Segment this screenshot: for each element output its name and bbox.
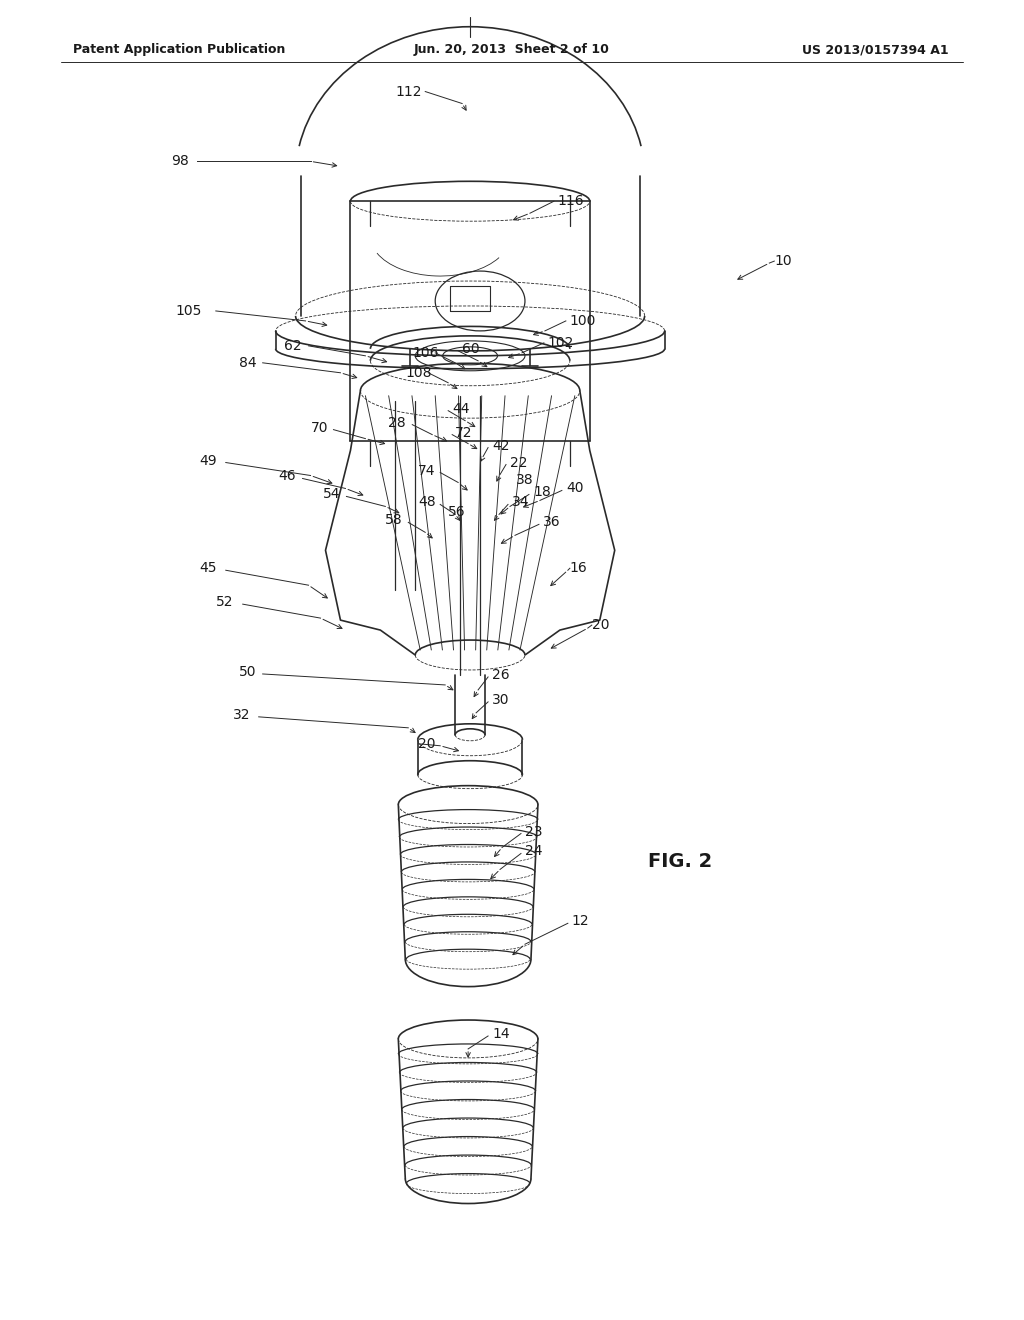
Text: 40: 40 <box>566 482 584 495</box>
Text: 26: 26 <box>493 668 510 682</box>
Text: Patent Application Publication: Patent Application Publication <box>73 44 286 57</box>
Text: Jun. 20, 2013  Sheet 2 of 10: Jun. 20, 2013 Sheet 2 of 10 <box>414 44 610 57</box>
Text: 46: 46 <box>279 470 296 483</box>
Text: 20: 20 <box>418 737 436 751</box>
Text: 50: 50 <box>239 665 256 678</box>
Text: 106: 106 <box>413 346 438 360</box>
Text: 42: 42 <box>493 438 510 453</box>
Text: 14: 14 <box>493 1027 510 1041</box>
Text: 49: 49 <box>199 454 216 467</box>
Text: US 2013/0157394 A1: US 2013/0157394 A1 <box>802 44 949 57</box>
Text: 105: 105 <box>176 304 203 318</box>
Text: 20: 20 <box>592 618 609 632</box>
Text: 30: 30 <box>493 693 510 708</box>
Text: 24: 24 <box>525 845 543 858</box>
Text: 84: 84 <box>239 356 256 370</box>
Text: 72: 72 <box>455 425 473 440</box>
Text: 70: 70 <box>310 421 328 434</box>
Text: 10: 10 <box>774 253 792 268</box>
Text: 100: 100 <box>569 314 596 327</box>
Text: 45: 45 <box>199 561 216 576</box>
Text: 52: 52 <box>216 595 233 609</box>
Text: 34: 34 <box>512 495 529 510</box>
Text: 36: 36 <box>543 515 560 529</box>
Text: 48: 48 <box>418 495 436 510</box>
Text: 58: 58 <box>385 513 403 528</box>
Text: 18: 18 <box>532 486 551 499</box>
Text: 102: 102 <box>548 335 574 350</box>
Text: 56: 56 <box>449 506 466 519</box>
Text: 44: 44 <box>453 401 470 416</box>
Text: 16: 16 <box>569 561 588 576</box>
Text: 108: 108 <box>406 366 432 380</box>
Text: 74: 74 <box>418 463 436 478</box>
Text: 116: 116 <box>558 194 585 209</box>
Text: 98: 98 <box>171 154 188 169</box>
Text: 62: 62 <box>284 339 301 352</box>
Text: 112: 112 <box>395 84 422 99</box>
Text: 12: 12 <box>571 915 590 928</box>
Text: 23: 23 <box>525 825 543 838</box>
Text: 22: 22 <box>510 455 527 470</box>
Text: FIG. 2: FIG. 2 <box>647 851 712 871</box>
Text: 38: 38 <box>516 474 534 487</box>
Text: 32: 32 <box>232 708 250 722</box>
Text: 60: 60 <box>462 342 480 356</box>
Text: 28: 28 <box>388 416 406 429</box>
Text: 54: 54 <box>323 487 340 502</box>
